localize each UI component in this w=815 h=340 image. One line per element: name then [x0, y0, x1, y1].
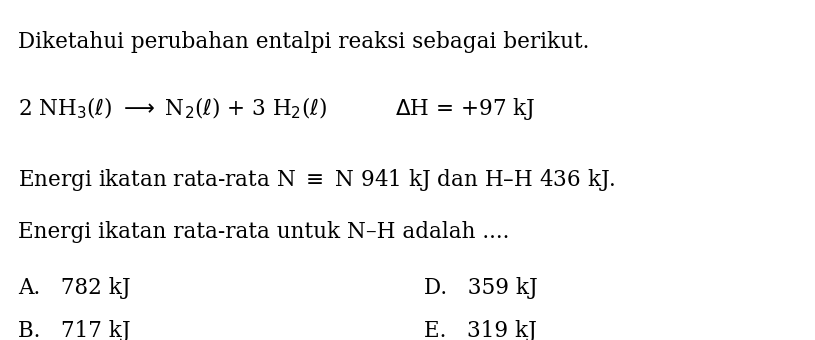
Text: Energi ikatan rata-rata untuk N–H adalah ....: Energi ikatan rata-rata untuk N–H adalah…	[18, 221, 509, 243]
Text: A.   782 kJ: A. 782 kJ	[18, 277, 130, 299]
Text: Energi ikatan rata-rata N $\equiv$ N 941 kJ dan H–H 436 kJ.: Energi ikatan rata-rata N $\equiv$ N 941…	[18, 167, 615, 192]
Text: 2 NH$_3$($\ell$) $\longrightarrow$ N$_2$($\ell$) + 3 H$_2$($\ell$)          $\De: 2 NH$_3$($\ell$) $\longrightarrow$ N$_2$…	[18, 95, 535, 122]
Text: D.   359 kJ: D. 359 kJ	[424, 277, 538, 299]
Text: Diketahui perubahan entalpi reaksi sebagai berikut.: Diketahui perubahan entalpi reaksi sebag…	[18, 31, 589, 53]
Text: B.   717 kJ: B. 717 kJ	[18, 320, 130, 340]
Text: E.   319 kJ: E. 319 kJ	[424, 320, 536, 340]
